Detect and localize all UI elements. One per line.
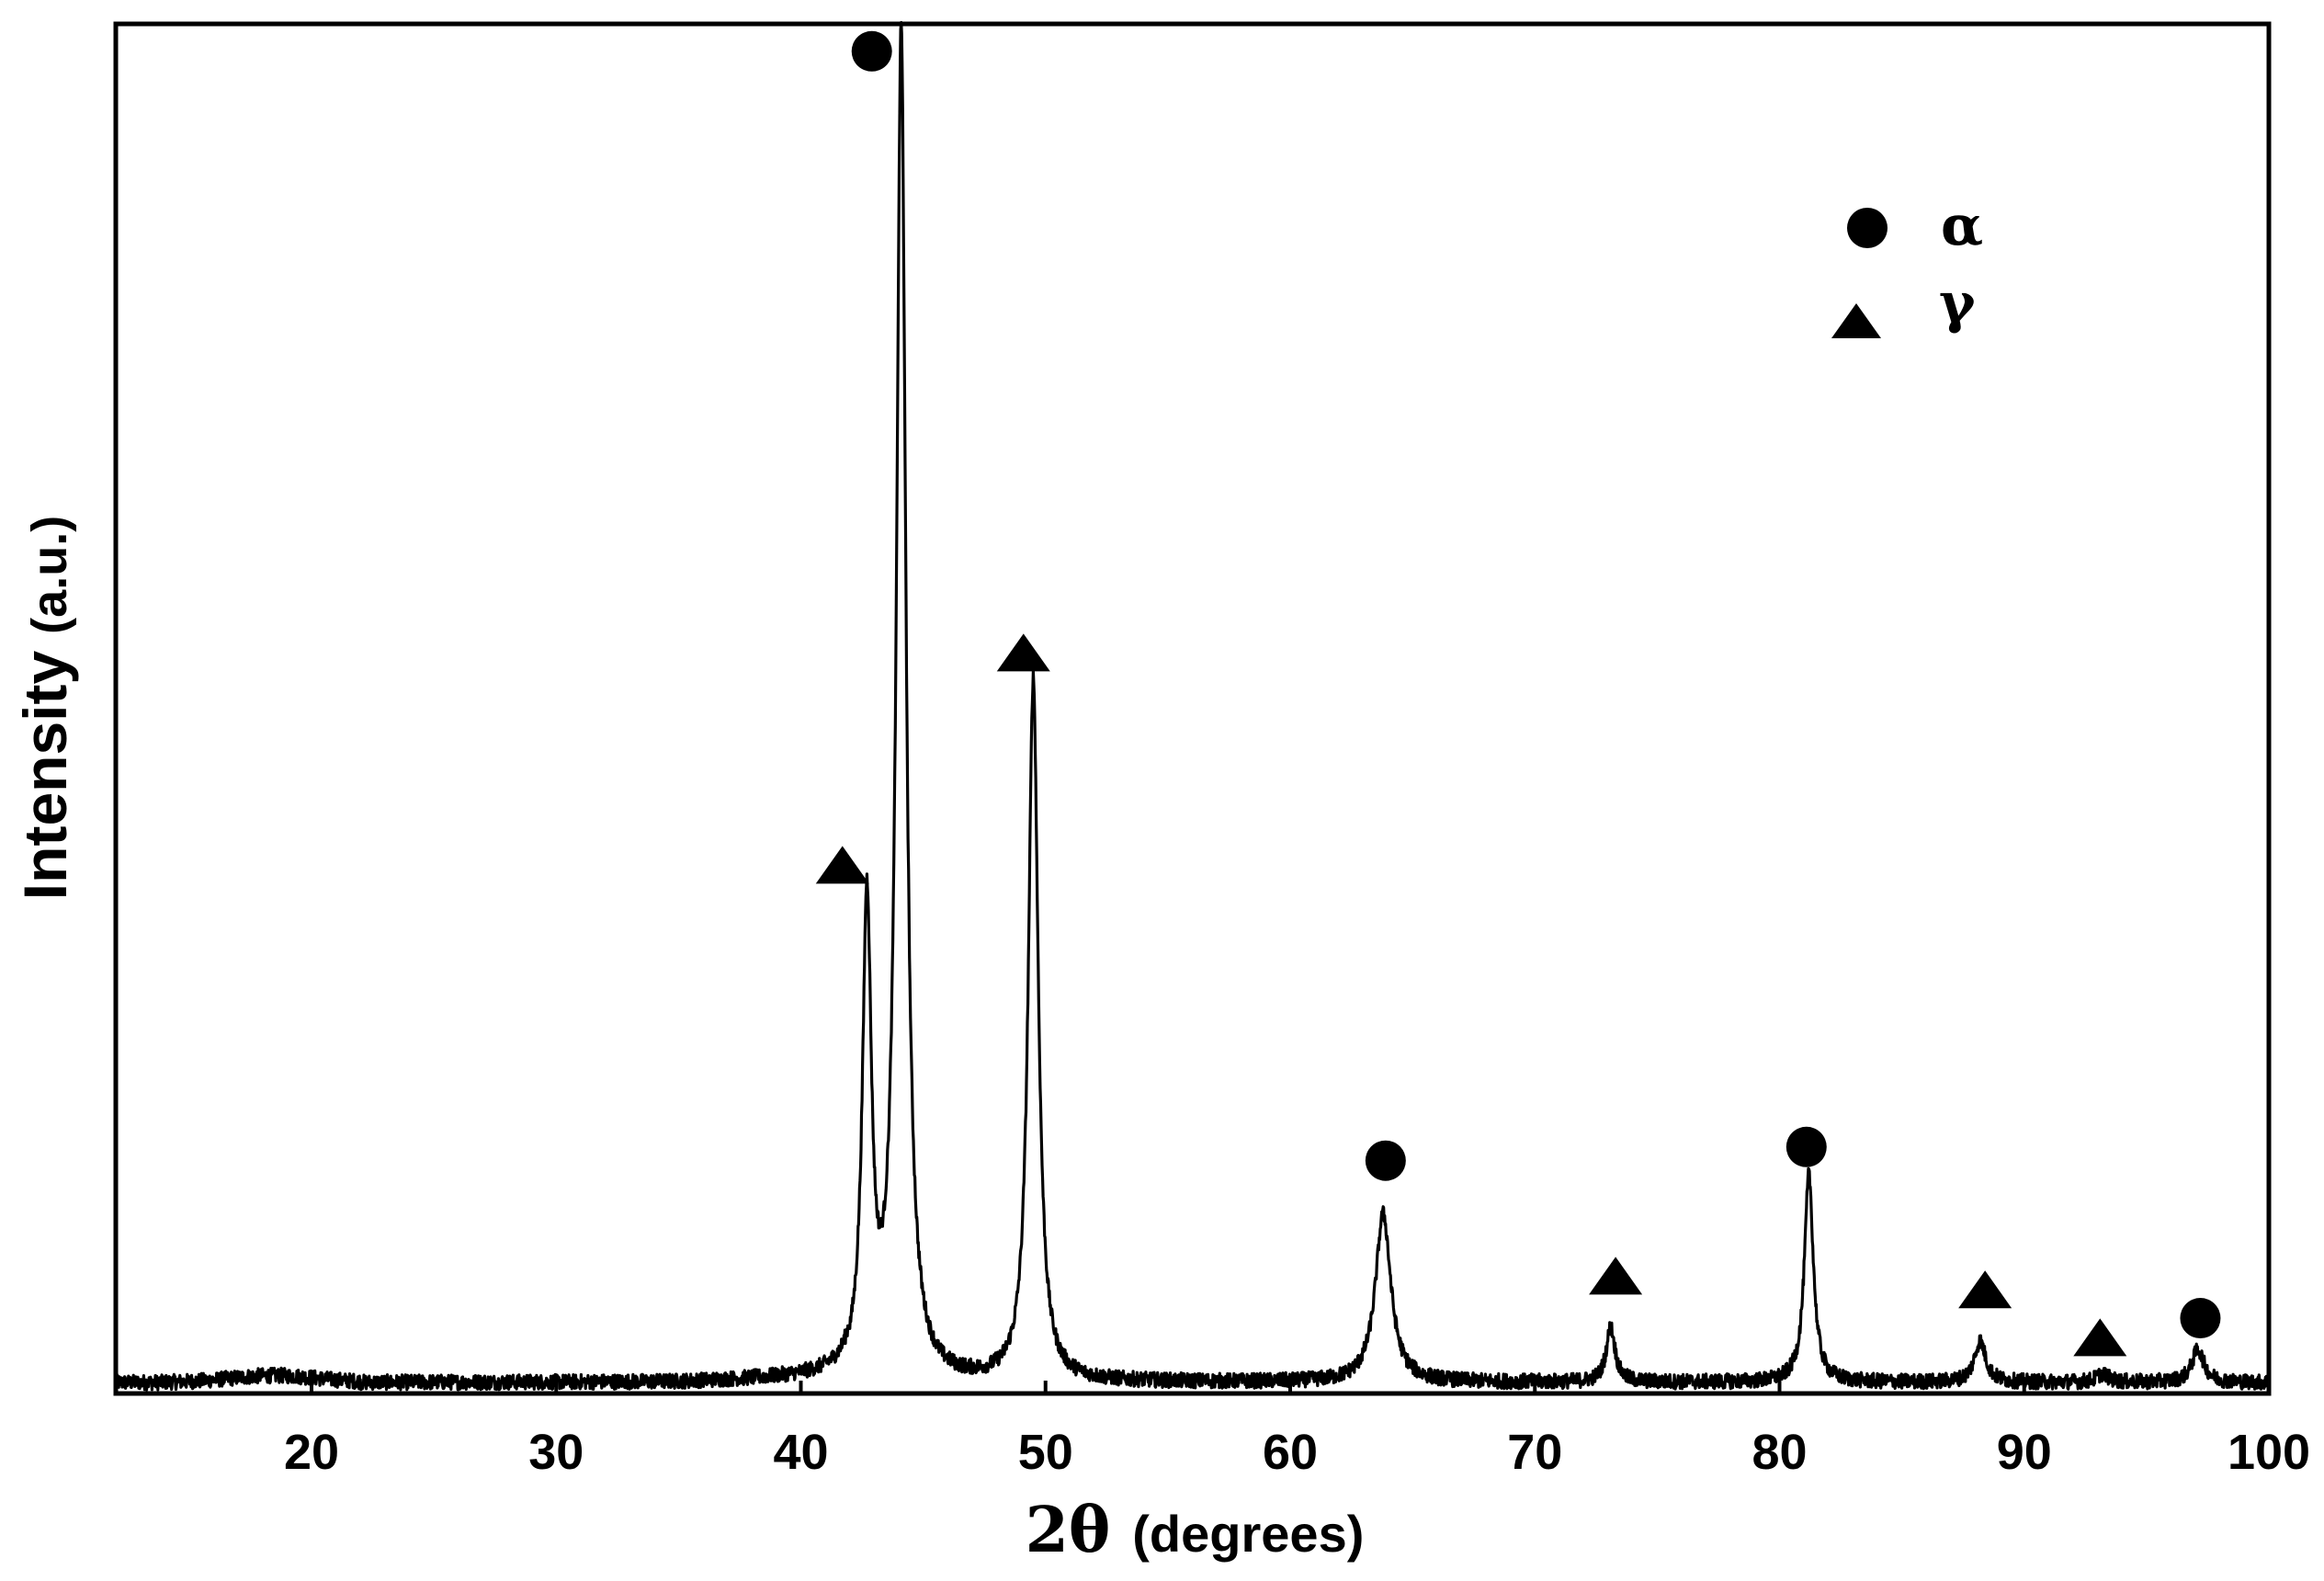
gamma-marker-triangle-icon-2: [996, 633, 1050, 672]
plot-frame: [113, 21, 2272, 1396]
y-axis-title-unit: (a.u.): [22, 516, 77, 634]
x-tick-label-40: 40: [773, 1425, 828, 1480]
gamma-marker-triangle-icon-7: [2073, 1318, 2127, 1357]
x-axis-title-main: 2θ: [1026, 1494, 1111, 1567]
y-axis-title-main: Intensity: [11, 651, 79, 901]
legend: α γ: [1831, 194, 1983, 338]
x-tick-label-30: 30: [528, 1425, 584, 1480]
gamma-marker-triangle-icon-6: [1958, 1270, 2012, 1309]
phase-markers: [815, 30, 2221, 1357]
alpha-marker-circle-icon-5: [1786, 1126, 1827, 1167]
legend-gamma-label: γ: [1939, 271, 1976, 336]
legend-alpha-circle-icon: [1847, 208, 1888, 248]
x-tick-label-60: 60: [1263, 1425, 1318, 1480]
x-axis-tick-labels: 20 30 40 50 60 70 80 90 100: [284, 1425, 2310, 1480]
series-line-xrd-pattern: [114, 20, 2271, 1392]
gamma-marker-triangle-icon-1: [815, 846, 869, 884]
x-tick-label-20: 20: [284, 1425, 339, 1480]
x-tick-label-50: 50: [1018, 1425, 1073, 1480]
y-axis-title: Intensity (a.u.): [11, 516, 79, 900]
alpha-marker-circle-icon-0: [851, 30, 892, 72]
gamma-marker-triangle-icon-4: [1589, 1257, 1643, 1295]
x-tick-label-80: 80: [1752, 1425, 1807, 1480]
legend-gamma-triangle-icon: [1831, 303, 1881, 338]
x-axis-title: 2θ (degrees): [1026, 1494, 1365, 1567]
alpha-marker-circle-icon-3: [1365, 1140, 1406, 1181]
x-axis-title-unit: (degrees): [1132, 1505, 1364, 1563]
x-tick-label-70: 70: [1507, 1425, 1562, 1480]
x-tick-label-100: 100: [2228, 1425, 2310, 1480]
alpha-marker-circle-icon-8: [2180, 1298, 2221, 1339]
legend-alpha-label: α: [1941, 194, 1983, 258]
x-tick-label-90: 90: [1997, 1425, 2052, 1480]
